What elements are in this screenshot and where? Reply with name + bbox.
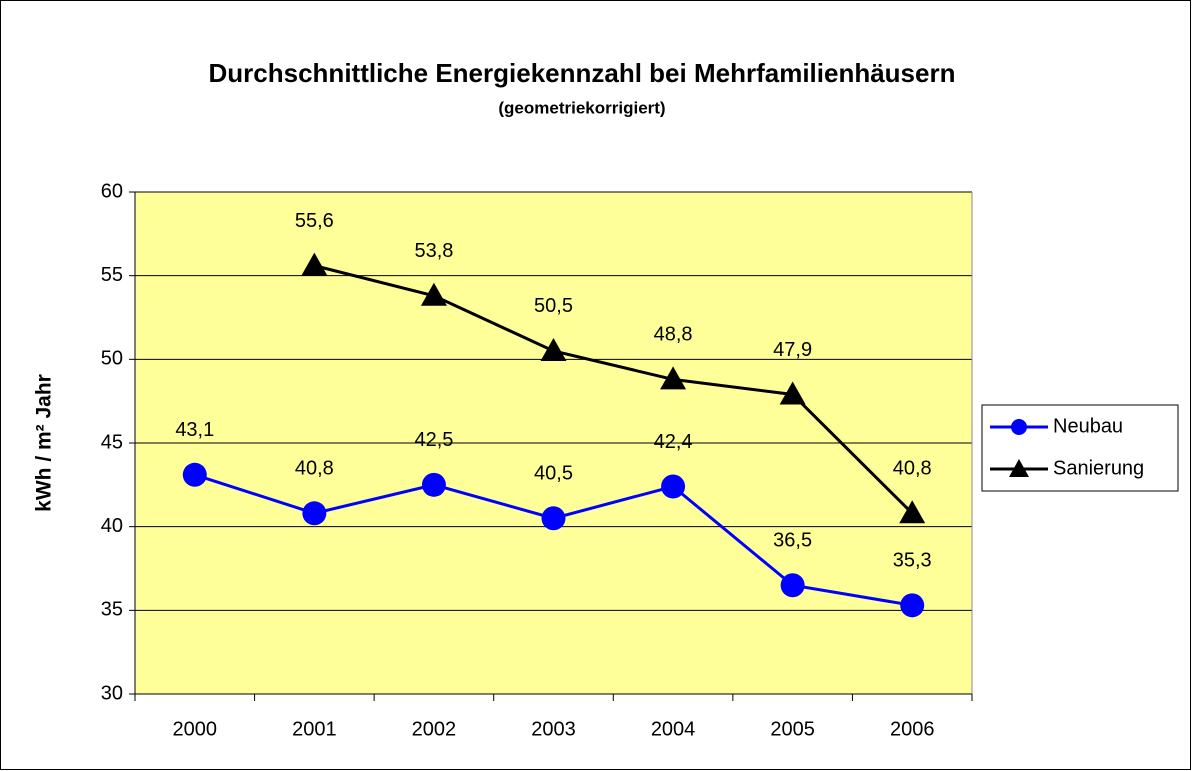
y-tick-label: 45 [101, 431, 123, 453]
legend-label: Sanierung [1053, 457, 1144, 479]
data-label: 42,5 [414, 429, 453, 451]
legend-marker [1009, 459, 1029, 477]
data-point [899, 500, 926, 524]
data-point [900, 593, 925, 618]
y-tick-label: 50 [101, 348, 123, 370]
data-label: 48,8 [654, 324, 693, 346]
data-point [421, 472, 446, 497]
data-label: 36,5 [773, 530, 812, 552]
data-point [540, 337, 567, 361]
legend-label: Neubau [1053, 415, 1123, 437]
data-point [779, 381, 806, 405]
x-tick-label: 2001 [292, 718, 337, 740]
y-tick-label: 30 [101, 682, 123, 704]
data-label: 53,8 [414, 240, 453, 262]
data-label: 42,4 [654, 431, 693, 453]
x-tick-label: 2006 [890, 718, 935, 740]
legend-marker [1011, 419, 1027, 435]
data-label: 40,8 [893, 458, 932, 480]
y-tick-label: 60 [101, 180, 123, 202]
data-point [541, 506, 566, 531]
y-tick-label: 35 [101, 599, 123, 621]
x-tick-label: 2004 [651, 718, 696, 740]
x-tick-label: 2000 [173, 718, 218, 740]
x-tick-label: 2003 [531, 718, 576, 740]
data-label: 43,1 [175, 419, 214, 441]
y-tick-label: 40 [101, 515, 123, 537]
data-label: 50,5 [534, 295, 573, 317]
chart-title: Durchschnittliche Energiekennzahl bei Me… [209, 58, 956, 88]
data-point [780, 573, 805, 598]
data-label: 55,6 [295, 210, 334, 232]
y-tick-label: 55 [101, 264, 123, 286]
data-point [420, 282, 447, 306]
data-label: 40,5 [534, 463, 573, 485]
data-label: 40,8 [295, 458, 334, 480]
data-label: 35,3 [893, 550, 932, 572]
y-axis-label: kWh / m² Jahr [33, 374, 56, 512]
series-line [313, 264, 914, 515]
data-point [661, 474, 686, 499]
x-tick-label: 2005 [770, 718, 815, 740]
data-point [301, 252, 328, 276]
data-label: 47,9 [773, 339, 812, 361]
data-point [302, 501, 327, 526]
data-point [182, 462, 207, 487]
chart-subtitle: (geometriekorrigiert) [498, 98, 665, 117]
data-point [660, 366, 687, 390]
x-tick-label: 2002 [412, 718, 457, 740]
